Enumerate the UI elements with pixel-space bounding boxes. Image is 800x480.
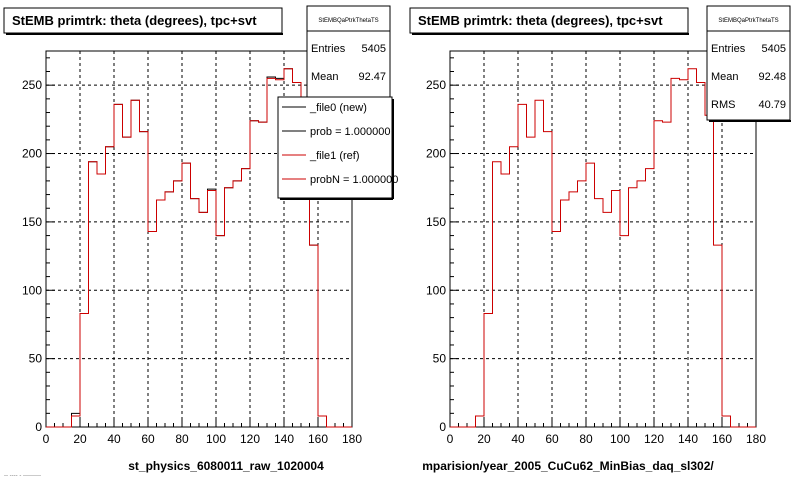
x-tick-label: 0 bbox=[43, 432, 50, 446]
x-tick-label: 100 bbox=[610, 432, 630, 446]
histogram-pad-1: 0 20 40 60 80 100 120 140 160 180 0 50 100 150 200 250 S… bbox=[3, 5, 398, 473]
x-tick-label: 180 bbox=[746, 432, 766, 446]
x-axis-label: mparision/year_2005_CuCu62_MinBias_daq_s… bbox=[422, 459, 714, 473]
y-tick-label: 0 bbox=[35, 420, 42, 434]
x-tick-label: 100 bbox=[206, 432, 226, 446]
stats-value: 92.48 bbox=[758, 71, 786, 83]
x-tick-label: 140 bbox=[678, 432, 698, 446]
legend-label: _file0 (new) bbox=[309, 102, 367, 114]
legend-label: prob = 1.000000 bbox=[310, 126, 390, 138]
y-tick-label: 0 bbox=[439, 420, 446, 434]
legend-label: probN = 1.000000 bbox=[310, 174, 398, 186]
y-tick-label: 150 bbox=[426, 215, 446, 229]
x-tick-label: 160 bbox=[712, 432, 732, 446]
footer-text: -- ---- - --------- bbox=[4, 473, 41, 479]
y-tick-label: 100 bbox=[22, 283, 42, 297]
x-axis-label: st_physics_6080011_raw_1020004 bbox=[128, 459, 324, 473]
x-tick-label: 40 bbox=[511, 432, 525, 446]
stats-name: StEMBQaPtrkThetaTS bbox=[318, 18, 378, 24]
x-tick-label: 20 bbox=[477, 432, 491, 446]
y-tick-label: 250 bbox=[22, 78, 42, 92]
chart-title: StEMB primtrk: theta (degrees), tpc+svt bbox=[12, 13, 257, 28]
x-tick-label: 60 bbox=[141, 432, 155, 446]
x-tick-label: 40 bbox=[107, 432, 121, 446]
stats-name: StEMBQaPtrkThetaTS bbox=[718, 18, 778, 24]
x-tick-label: 0 bbox=[447, 432, 454, 446]
x-tick-label: 120 bbox=[644, 432, 664, 446]
x-tick-label: 180 bbox=[342, 432, 362, 446]
stats-value: 5405 bbox=[362, 43, 386, 55]
stats-label: Entries bbox=[711, 43, 746, 55]
chart-title: StEMB primtrk: theta (degrees), tpc+svt bbox=[418, 13, 663, 28]
legend-label: _file1 (ref) bbox=[309, 150, 360, 162]
y-tick-label: 50 bbox=[433, 352, 447, 366]
stats-label: RMS bbox=[711, 99, 735, 111]
stats-value: 92.47 bbox=[358, 71, 386, 83]
x-tick-label: 80 bbox=[579, 432, 593, 446]
x-tick-label: 80 bbox=[175, 432, 189, 446]
title-box bbox=[409, 7, 689, 34]
histogram-series-1 bbox=[450, 68, 756, 428]
y-tick-label: 200 bbox=[22, 147, 42, 161]
stats-value: 40.79 bbox=[758, 99, 786, 111]
x-tick-label: 160 bbox=[308, 432, 328, 446]
stats-box bbox=[706, 5, 791, 121]
stats-value: 5405 bbox=[762, 43, 786, 55]
stats-label: Mean bbox=[711, 71, 739, 83]
y-tick-label: 50 bbox=[29, 352, 43, 366]
x-tick-label: 20 bbox=[73, 432, 87, 446]
x-tick-label: 120 bbox=[240, 432, 260, 446]
title-box bbox=[3, 7, 283, 34]
histogram-pad-2: 0 20 40 60 80 100 120 140 160 180 0 50 100 150 200 250 S… bbox=[409, 5, 791, 473]
y-tick-label: 150 bbox=[22, 215, 42, 229]
legend-box bbox=[277, 96, 393, 199]
x-tick-label: 60 bbox=[545, 432, 559, 446]
stats-label: Mean bbox=[311, 71, 339, 83]
histogram-series-2 bbox=[46, 68, 352, 428]
x-tick-label: 140 bbox=[274, 432, 294, 446]
y-tick-label: 200 bbox=[426, 147, 446, 161]
stats-label: Entries bbox=[311, 43, 346, 55]
y-tick-label: 250 bbox=[426, 78, 446, 92]
y-tick-label: 100 bbox=[426, 283, 446, 297]
